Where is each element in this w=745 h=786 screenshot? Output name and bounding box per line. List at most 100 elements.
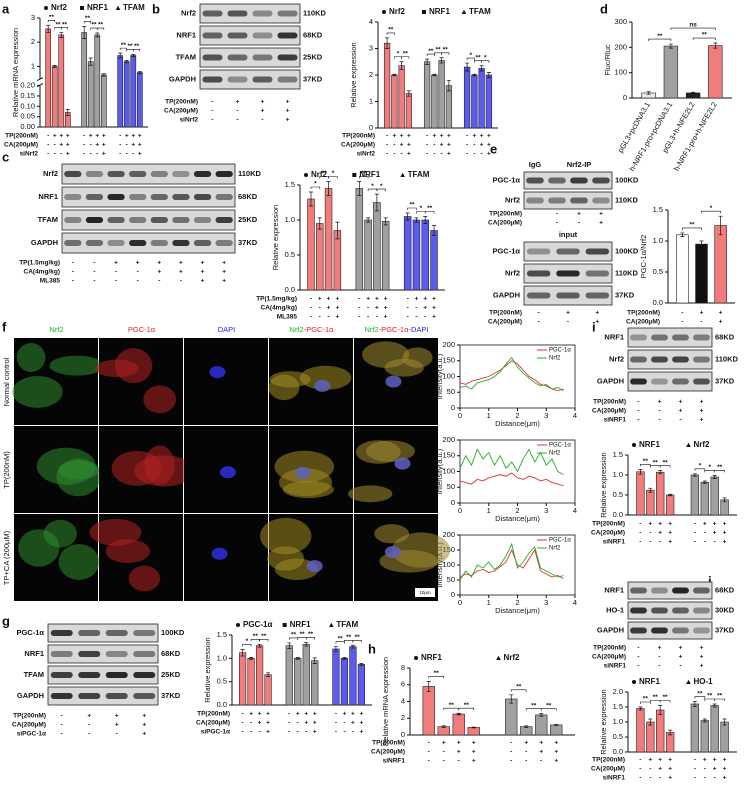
condition-sign: + [713,766,717,773]
bar [391,74,398,129]
bar [247,658,255,706]
y-tick-label: 2 [401,713,405,722]
x-tick-label: 0 [458,411,462,420]
sig-label: ** [91,22,97,29]
condition-sign: + [472,740,476,747]
blot-band [193,240,212,246]
blot-strip [627,371,713,392]
condition-sign: + [266,729,270,736]
condition-sign: - [443,749,445,756]
condition-sign: + [335,296,339,303]
blot-band [592,177,610,184]
blot-header: Nrf2-IP [567,160,592,169]
condition-sign: + [423,296,427,303]
condition-sign: + [384,296,388,303]
condition-sign: - [694,757,696,764]
y-tick-label: 0.5 [285,250,295,259]
blot-band [277,54,298,61]
y-tick-label: 150 [442,356,455,365]
y-tick-label: 1.5 [613,450,623,459]
y-tick-label: 0.5 [217,677,227,686]
condition-sign: - [211,108,213,115]
blot-band [651,627,668,634]
condition-sign: + [723,766,727,773]
blot-strip [47,623,159,643]
condition-label: ML385 [40,278,61,285]
condition-label: siPGC-1α [17,731,46,738]
sig-label: ** [62,21,68,28]
condition-sign: + [258,711,262,718]
bar [646,489,655,516]
image-nucleus [306,560,323,573]
blot-band [85,217,104,223]
condition-sign: - [72,269,74,276]
condition-sign: + [366,296,370,303]
condition-sign: - [386,133,388,140]
sig-bracket [540,708,557,711]
condition-sign: - [83,133,85,140]
condition-label: TP(200nM) [592,757,625,764]
blot-band [570,177,588,184]
error-bar [414,217,419,223]
blot-strip [627,581,713,600]
blot-band [585,292,610,299]
condition-sign: + [668,539,672,546]
error-bar [648,718,653,726]
error-bar [118,52,123,59]
condition-sign: + [668,521,672,528]
condition-sign: - [639,775,641,782]
bar [332,648,340,706]
condition-sign: + [700,663,704,670]
condition-sign: + [201,278,205,285]
condition-sign: - [694,775,696,782]
panel-label: h [368,641,376,656]
condition-sign: + [359,729,363,736]
condition-sign: - [386,151,388,158]
condition-sign: + [102,133,106,140]
error-bar [426,681,431,692]
blot-band [64,240,82,246]
column-header-part: Nrf2 [49,325,63,334]
y-tick-label: 0.0 [653,298,663,307]
y-tick-label: 1.0 [285,215,295,224]
blot-label: NRF1 [24,649,44,658]
bar [136,72,143,128]
blot-strip [47,686,159,706]
condition-sign: - [466,142,468,149]
y-axis-label: Intensity(a.u.) [435,448,444,494]
x-tick-label: 4 [573,411,577,420]
condition-sign: + [313,711,317,718]
y-tick-label: 1.5 [613,702,623,711]
condition-sign: - [88,731,90,738]
column-header-part: DAPI [218,325,236,334]
bar [665,732,675,753]
legend-marker [44,6,48,10]
column-header: PGC-1α [128,325,156,334]
condition-sign: + [658,521,662,528]
bar [255,645,264,706]
condition-sign: + [157,260,161,267]
legend-marker [304,173,308,177]
row-label: TP(200nM) [2,451,11,489]
sig-label: ** [127,43,133,50]
condition-sign: + [713,521,717,528]
error-bar [249,657,254,660]
y-tick-label: 2 [369,70,373,79]
x-tick-label: 3 [544,411,548,420]
y-tick-label: 0.0 [613,747,623,756]
sig-bracket [682,227,702,230]
condition-sign: + [384,314,388,321]
sig-bracket [401,56,410,59]
sig-bracket [428,676,445,679]
blot-band [85,240,104,246]
condition-sign: + [131,142,135,149]
condition-sign: + [442,740,446,747]
condition-sign: - [639,766,641,773]
bar [700,720,709,753]
error-bar [46,24,51,33]
panel-label: d [600,1,608,16]
x-tick-label: 4 [573,506,577,515]
image-cell-texture [114,348,153,384]
condition-sign: - [639,757,641,764]
condition-sign: - [335,711,337,718]
